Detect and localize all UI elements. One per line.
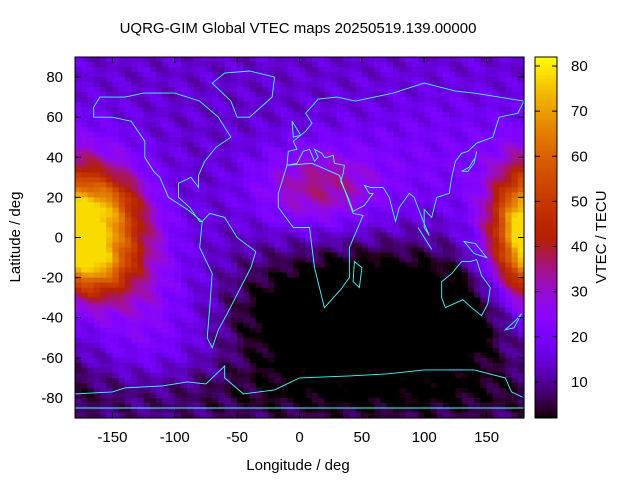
x-tick-label: 0 xyxy=(295,429,303,446)
coastlines xyxy=(74,70,525,409)
colorbar-tick-label: 20 xyxy=(571,329,588,346)
colorbar-tick-label: 10 xyxy=(571,374,588,391)
colorbar-tick-label: 70 xyxy=(571,103,588,120)
heatmap xyxy=(75,57,525,419)
colorbar-tick-label: 40 xyxy=(571,239,588,256)
colorbar-tick-label: 80 xyxy=(571,58,588,75)
y-ticks: -80 -60 -40 -20 0 20 40 60 80 xyxy=(41,69,524,407)
y-tick-label: -40 xyxy=(41,310,63,327)
x-tick-label: -150 xyxy=(97,429,127,446)
y-tick-label: 40 xyxy=(46,149,63,166)
y-tick-label: 80 xyxy=(46,69,63,86)
x-ticks: -150 -100 -50 0 50 100 150 xyxy=(97,57,499,446)
colorbar-label: VTEC / TECU xyxy=(593,190,610,283)
y-tick-label: -80 xyxy=(41,390,63,407)
x-axis-label: Longitude / deg xyxy=(246,457,349,474)
x-tick-label: 150 xyxy=(474,429,499,446)
y-tick-label: 60 xyxy=(46,109,63,126)
colorbar-frame xyxy=(534,56,558,419)
y-tick-label: -60 xyxy=(41,350,63,367)
y-tick-label: -20 xyxy=(41,270,63,287)
y-tick-label: 20 xyxy=(46,189,63,206)
y-tick-label: 0 xyxy=(55,230,63,247)
x-tick-label: 50 xyxy=(354,429,371,446)
x-tick-label: -100 xyxy=(160,429,190,446)
colorbar-tick-label: 50 xyxy=(571,193,588,210)
colorbar-tick-label: 30 xyxy=(571,284,588,301)
colorbar xyxy=(535,57,557,419)
chart-title: UQRG-GIM Global VTEC maps 20250519.139.0… xyxy=(120,20,477,37)
colorbar-ticks: 10 20 30 40 50 60 70 80 xyxy=(535,58,588,391)
y-axis-label: Latitude / deg xyxy=(7,192,24,283)
colorbar-tick-label: 60 xyxy=(571,148,588,165)
x-tick-label: 100 xyxy=(412,429,437,446)
x-tick-label: -50 xyxy=(226,429,248,446)
